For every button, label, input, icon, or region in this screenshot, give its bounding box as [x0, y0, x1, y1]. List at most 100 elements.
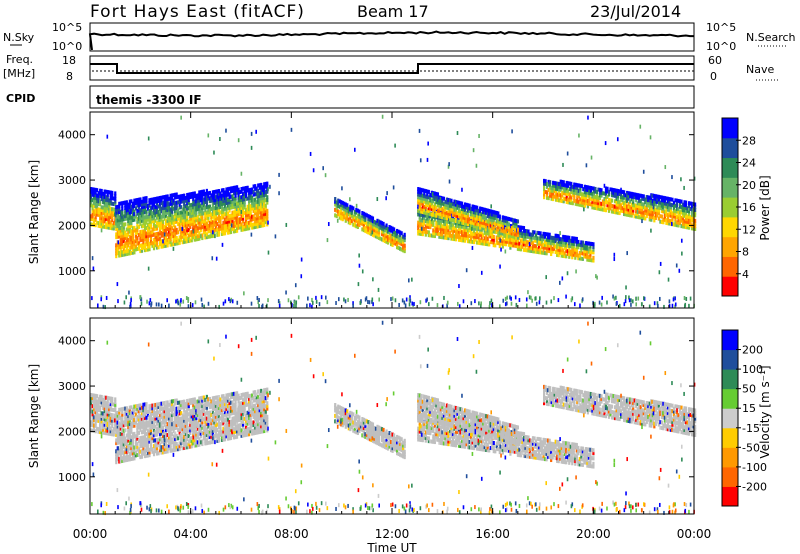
power-cell	[556, 247, 559, 252]
power-cell	[559, 280, 561, 285]
velocity-cell	[130, 405, 133, 410]
power-cell	[516, 246, 520, 251]
power-cell	[140, 246, 144, 251]
velocity-cell	[140, 438, 144, 443]
power-cell	[382, 230, 385, 235]
power-cell	[596, 275, 598, 280]
power-cell	[229, 205, 233, 210]
power-cell	[169, 231, 172, 236]
power-cell	[500, 241, 503, 246]
power-cell	[226, 189, 230, 194]
power-cell	[193, 215, 196, 220]
power-cell	[119, 242, 122, 247]
power-cell	[189, 205, 192, 210]
power-cell	[565, 189, 568, 194]
power-cell	[575, 242, 578, 247]
power-cell	[205, 199, 208, 204]
power-cell	[425, 298, 427, 303]
power-cell	[164, 208, 168, 213]
power-cell	[393, 232, 396, 237]
power-cell	[559, 195, 562, 200]
velocity-cell	[115, 424, 118, 429]
power-cell	[663, 204, 666, 209]
power-cell	[140, 229, 144, 234]
power-cell	[177, 230, 180, 235]
power-cell	[180, 213, 183, 218]
power-cell	[116, 282, 119, 287]
power-cell	[543, 189, 546, 194]
power-cell	[474, 218, 477, 223]
power-cell	[152, 202, 156, 207]
power-cell	[130, 207, 133, 212]
power-cell	[476, 222, 479, 227]
power-cell	[130, 231, 133, 236]
power-cell	[128, 218, 131, 223]
power-cell	[615, 207, 618, 212]
power-cell	[139, 210, 142, 215]
power-cell	[143, 196, 147, 201]
velocity-cell	[146, 420, 150, 425]
power-cell	[566, 238, 569, 243]
power-cell	[180, 196, 183, 201]
power-cell	[264, 184, 267, 189]
power-cell	[635, 296, 637, 301]
power-cell	[667, 277, 670, 282]
power-cell	[658, 296, 661, 301]
power-cell	[609, 187, 612, 192]
power-cell	[485, 210, 488, 215]
power-cell	[207, 229, 210, 234]
velocity-cell	[106, 412, 109, 417]
power-cell	[426, 200, 429, 205]
power-cell	[680, 238, 683, 243]
power-cell	[457, 206, 461, 211]
power-cell	[457, 226, 461, 231]
velocity-cell	[145, 426, 148, 431]
power-cell	[221, 242, 224, 247]
power-cell	[665, 210, 668, 215]
power-cell	[160, 198, 163, 203]
power-cell	[499, 264, 501, 269]
velocity-cell	[111, 415, 114, 420]
power-cell	[501, 220, 504, 225]
velocity-cell	[140, 443, 144, 448]
power-cell	[454, 199, 458, 204]
power-cell	[201, 206, 204, 211]
power-cell	[143, 215, 147, 220]
power-cell	[438, 203, 441, 208]
power-cell	[266, 208, 269, 213]
power-cell	[219, 215, 222, 220]
power-cell	[169, 242, 172, 247]
power-cell	[347, 209, 350, 214]
power-cell	[172, 206, 175, 211]
power-cell	[433, 231, 436, 236]
power-cell	[130, 251, 133, 256]
power-cell	[202, 230, 205, 235]
power-cell	[561, 185, 564, 190]
power-cell	[483, 207, 486, 212]
power-cell	[198, 233, 201, 238]
power-cell	[430, 233, 433, 238]
power-cell	[558, 192, 561, 197]
power-cell	[234, 193, 237, 198]
velocity-cell	[154, 449, 157, 454]
power-cell	[171, 212, 174, 217]
power-cell	[214, 211, 218, 216]
power-cell	[160, 241, 163, 246]
power-cell	[585, 190, 588, 195]
power-cell	[694, 207, 697, 212]
power-cell	[196, 228, 199, 233]
power-cell	[570, 200, 573, 205]
power-cell	[418, 198, 421, 203]
power-cell	[96, 303, 99, 308]
velocity-cell	[102, 427, 105, 432]
power-cell	[243, 221, 246, 226]
power-cell	[480, 233, 483, 238]
power-cell	[225, 209, 228, 214]
power-cell	[237, 201, 240, 206]
power-cell	[368, 231, 372, 236]
power-cell	[261, 212, 264, 217]
power-cell	[125, 251, 128, 256]
power-cell	[146, 236, 150, 241]
power-cell	[476, 240, 479, 245]
velocity-cell	[152, 430, 156, 435]
